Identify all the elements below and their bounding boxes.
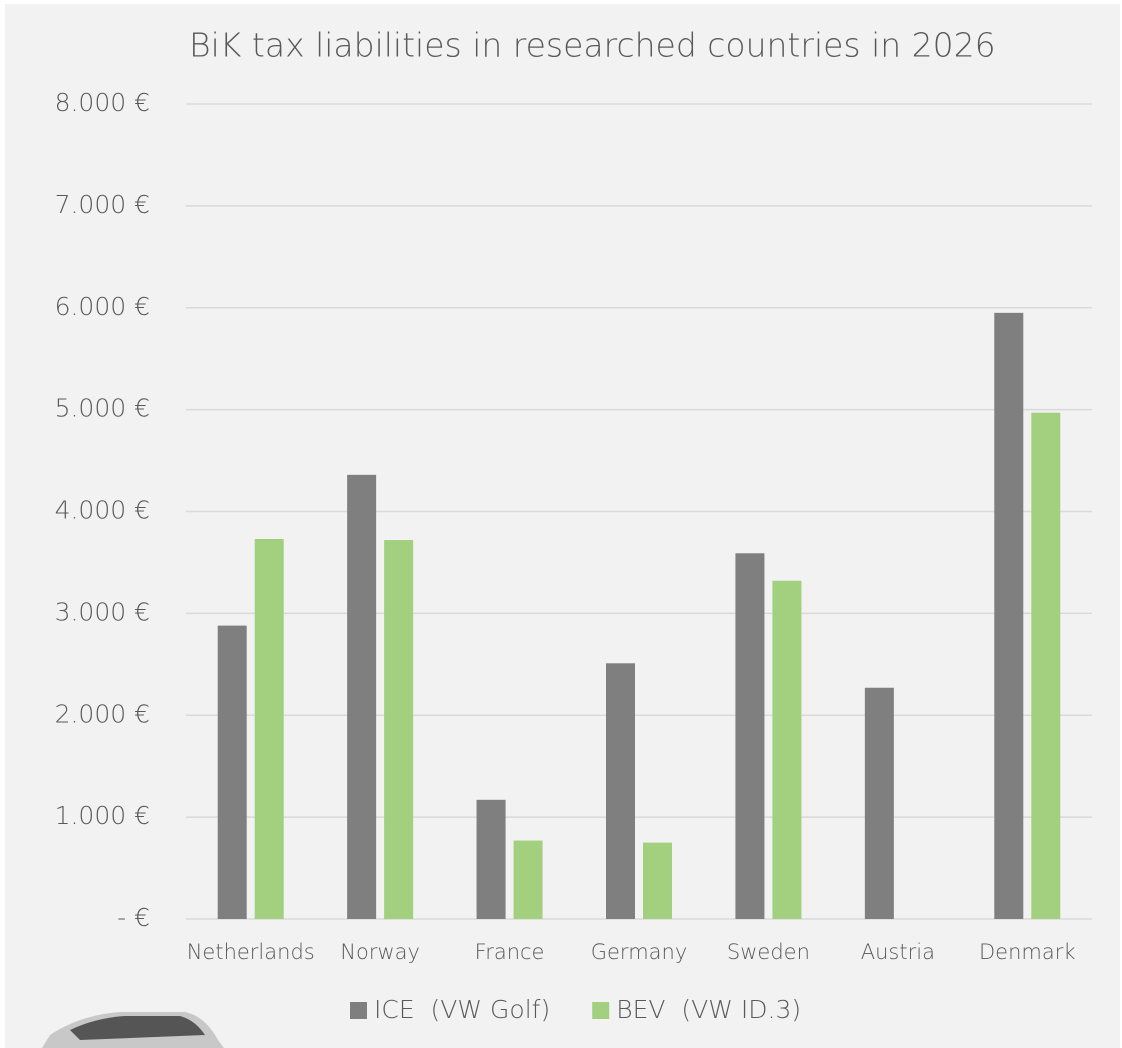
x-tick-label: Netherlands (187, 940, 315, 964)
bar (606, 663, 635, 919)
y-tick-label: 1.000 € (55, 801, 150, 830)
y-tick-label: 5.000 € (55, 394, 150, 423)
chart-title: BiK tax liabilities in researched countr… (189, 26, 996, 65)
bar (217, 625, 247, 919)
bar (772, 580, 802, 919)
bar (347, 474, 377, 919)
bar (643, 842, 672, 919)
y-tick-label: - € (117, 903, 150, 932)
car-image (42, 1012, 224, 1048)
legend-swatch (350, 1002, 367, 1019)
legend-label: ICE (VW Golf) (374, 995, 550, 1024)
bar (994, 312, 1024, 919)
x-tick-label: Germany (591, 940, 688, 964)
x-tick-label: France (475, 940, 545, 964)
bar (735, 553, 765, 919)
y-tick-label: 3.000 € (55, 597, 150, 626)
x-tick-label: Sweden (727, 940, 810, 964)
bar (513, 840, 543, 919)
y-tick-label: 2.000 € (55, 699, 150, 728)
y-tick-label: 8.000 € (55, 88, 150, 117)
y-tick-label: 6.000 € (55, 292, 150, 321)
bar (254, 539, 284, 919)
y-tick-label: 7.000 € (55, 190, 150, 219)
bar (1031, 412, 1061, 919)
x-tick-label: Norway (340, 940, 420, 964)
bar (384, 540, 414, 919)
x-tick-label: Denmark (979, 940, 1076, 964)
bar (864, 687, 894, 919)
legend-label: BEV (VW ID.3) (616, 995, 801, 1024)
y-tick-label: 4.000 € (55, 496, 150, 525)
legend-swatch (592, 1002, 610, 1019)
chart-background (5, 4, 1120, 1048)
bar (476, 799, 506, 919)
x-tick-label: Austria (861, 940, 935, 964)
